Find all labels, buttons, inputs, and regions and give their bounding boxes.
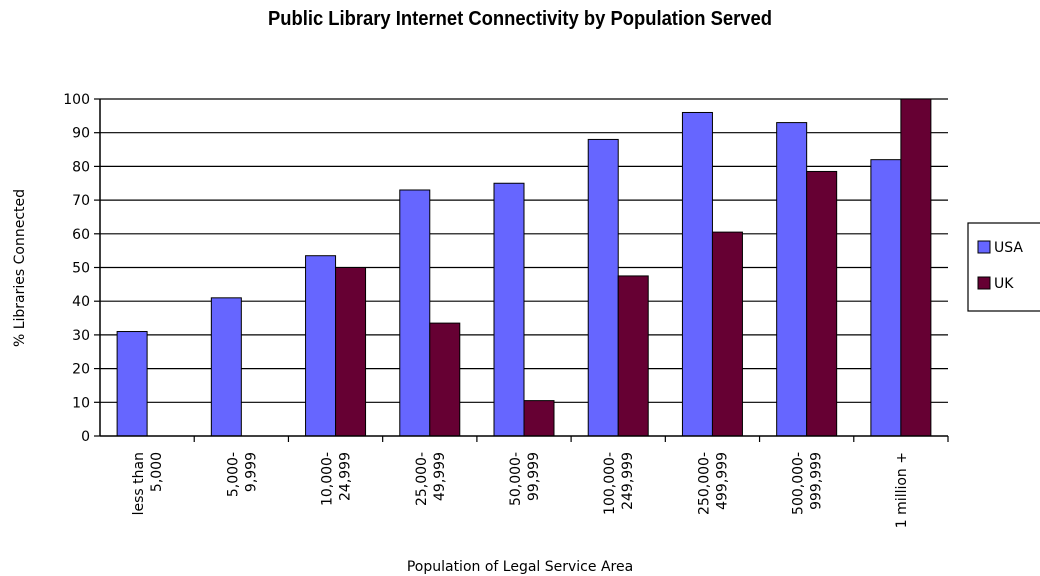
x-tick-label: 25,000- [414,452,430,506]
y-tick-label: 70 [72,193,90,209]
legend-box [968,223,1040,311]
bar-uk [901,99,931,436]
bar-usa [306,256,336,436]
bar-usa [588,139,618,436]
y-axis-label: % Libraries Connected [12,189,28,347]
x-tick-label: 99,999 [526,452,542,501]
bar-usa [117,332,147,436]
bar-usa [400,190,430,436]
y-tick-label: 10 [72,395,90,411]
x-tick-label: 24,999 [338,452,354,501]
y-tick-label: 20 [72,362,90,378]
legend-swatch-uk [978,277,990,289]
bar-uk [524,401,554,436]
bar-uk [336,268,366,437]
x-tick-label: 50,000- [508,452,524,506]
y-tick-label: 60 [72,227,90,243]
y-tick-label: 100 [63,92,90,108]
bar-uk [712,232,742,436]
x-tick-label: 10,000- [320,452,336,506]
y-tick-label: 50 [72,261,90,277]
x-tick-label: 500,000- [791,452,807,515]
x-tick-label: 49,999 [432,452,448,501]
bar-usa [494,183,524,436]
legend: USA UK [968,223,1040,311]
x-tick-label: 100,000- [602,452,618,515]
x-tick-label: 250,000- [696,452,712,515]
bar-usa [211,298,241,436]
bar-uk [807,171,837,436]
x-tick-label: 5,000- [225,452,241,497]
x-axis-label: Population of Legal Service Area [407,559,633,575]
y-tick-label: 90 [72,126,90,142]
bar-usa [777,123,807,436]
x-tick-label: 999,999 [809,452,825,510]
bar-uk [618,276,648,436]
x-tick-label: less than [131,452,147,515]
x-tick-label: 499,999 [714,452,730,510]
bar-uk [430,323,460,436]
y-tick-label: 0 [81,429,90,445]
y-tick-labels: 0 10 20 30 40 50 60 70 80 90 100 [63,92,90,445]
legend-label-usa: USA [994,240,1023,256]
x-tick-label: 1 million + [894,452,910,528]
y-tick-label: 40 [72,294,90,310]
x-tick-label: 9,999 [243,452,259,492]
y-tick-label: 30 [72,328,90,344]
legend-swatch-usa [978,241,990,253]
bar-usa [871,160,901,436]
x-tick-label: 5,000 [149,452,165,492]
x-tick-labels: less than 5,000 5,000- 9,999 10,000- 24,999 25… [131,452,910,528]
bar-usa [682,112,712,436]
legend-label-uk: UK [994,276,1014,292]
y-tick-label: 80 [72,159,90,175]
x-tick-label: 249,999 [620,452,636,510]
